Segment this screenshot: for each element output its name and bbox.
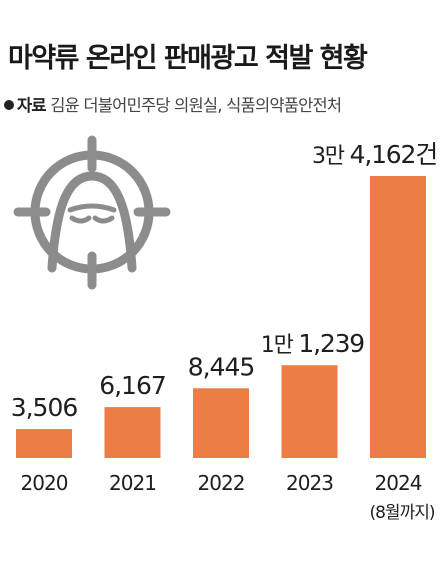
source-label: 자료	[17, 96, 47, 115]
x-tick-2022: 2022	[198, 471, 245, 495]
bullet-icon	[4, 100, 14, 110]
value-label-2022: 8,445	[188, 352, 255, 381]
value-label-2020: 3,506	[11, 393, 78, 422]
hooded-figure-crosshair-icon	[13, 135, 171, 290]
chart-title: 마약류 온라인 판매광고 적발 현황	[8, 43, 368, 74]
labels-layer: 3,506 2020 6,167 2021 8,445 2022 1만 1,239 2023 3…	[11, 140, 438, 523]
source-text: 김윤 더불어민주당 의원실, 식품의약품안전처	[50, 96, 342, 115]
bar-2020	[16, 429, 72, 458]
left-eye	[69, 215, 92, 224]
x-tick-2020: 2020	[21, 471, 68, 495]
right-eye	[92, 215, 115, 224]
x-tick-note-2024: (8월까지)	[369, 503, 434, 523]
x-tick-2024: 2024	[375, 471, 422, 495]
bar-2024	[370, 176, 426, 458]
value-label-2023: 1만 1,239	[261, 329, 365, 358]
x-tick-2021: 2021	[109, 471, 156, 495]
bar-2022	[193, 388, 249, 458]
source-line: 자료 김윤 더불어민주당 의원실, 식품의약품안전처	[4, 92, 342, 116]
x-tick-2023: 2023	[286, 471, 333, 495]
brow-line	[67, 203, 117, 213]
hood-outline	[47, 171, 137, 273]
value-label-2021: 6,167	[99, 371, 166, 400]
value-label-2024: 3만 4,162건	[312, 140, 437, 169]
bars-layer	[16, 176, 426, 458]
bar-2023	[281, 365, 338, 458]
bar-2021	[104, 407, 161, 458]
